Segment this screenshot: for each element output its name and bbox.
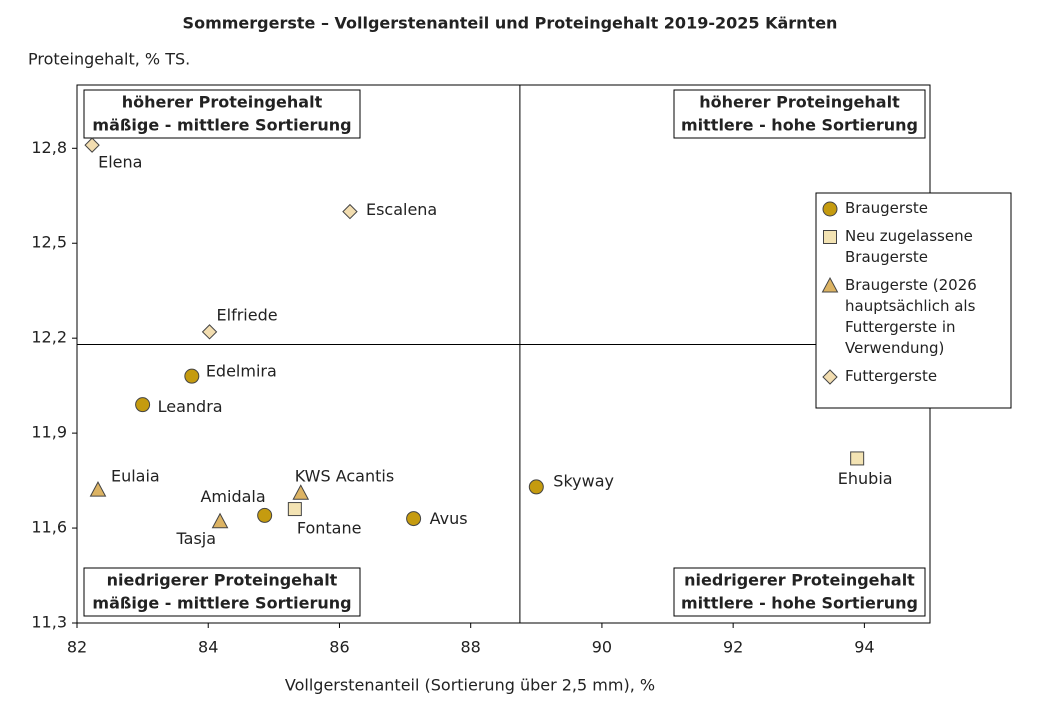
legend-item: Braugerste (2026 hauptsächlich als Futte…	[817, 275, 1009, 359]
point	[135, 397, 151, 413]
legend-marker	[821, 276, 839, 293]
x-tick-label: 94	[854, 638, 874, 657]
y-axis-title: Proteingehalt, % TS.	[28, 50, 190, 69]
point-label: Avus	[430, 509, 468, 528]
point	[292, 484, 310, 500]
y-tick-label: 12,2	[31, 328, 67, 347]
quadrant-box	[673, 567, 926, 617]
point	[823, 230, 837, 244]
quadrant-label: mittlere - hohe Sortierung	[681, 594, 918, 613]
legend-marker	[822, 201, 838, 217]
point	[84, 137, 100, 153]
point-label: Skyway	[553, 471, 614, 490]
point-label: Ehubia	[838, 469, 893, 488]
legend: Braugerste Neu zugelassene Braugerste Brau…	[817, 198, 1009, 387]
x-tick-label: 82	[67, 638, 87, 657]
point-label: KWS Acantis	[295, 467, 394, 486]
x-tick-label: 88	[461, 638, 481, 657]
point-label: Amidala	[200, 487, 265, 506]
quadrant-box	[673, 89, 926, 139]
legend: Braugerste Neu zugelassene Braugerste Brau…	[817, 198, 1009, 387]
x-axis-title: Vollgerstenanteil (Sortierung über 2,5 m…	[285, 676, 655, 695]
y-tick-label: 11,9	[31, 423, 67, 442]
point-label: Edelmira	[206, 362, 277, 381]
point	[406, 511, 422, 527]
point-label: Elena	[98, 153, 142, 172]
y-tick-label: 11,3	[31, 613, 67, 632]
y-tick-label: 12,5	[31, 233, 67, 252]
point	[89, 481, 107, 497]
legend-marker	[823, 230, 837, 244]
point	[211, 512, 229, 529]
quadrant-box	[83, 567, 361, 617]
chart-title: Sommergerste – Vollgerstenanteil und Pro…	[183, 14, 838, 33]
point	[184, 368, 200, 384]
legend-label: Braugerste (2026 hauptsächlich als Futte…	[845, 276, 977, 357]
point	[528, 479, 544, 495]
x-tick-label: 90	[592, 638, 612, 657]
point	[822, 201, 838, 217]
legend-item: Neu zugelassene Braugerste	[817, 226, 1009, 268]
legend-box	[815, 192, 1012, 409]
point-label: Escalena	[366, 200, 437, 219]
point	[822, 369, 838, 385]
legend-label: Braugerste	[845, 199, 928, 217]
legend-item: Futtergerste	[817, 366, 1009, 387]
quadrant-label: mäßige - mittlere Sortierung	[92, 116, 351, 135]
point	[201, 324, 218, 340]
quadrant-label: höherer Proteingehalt	[122, 93, 323, 112]
x-tick-label: 84	[198, 638, 218, 657]
legend-marker	[822, 369, 838, 385]
point	[342, 203, 358, 220]
point	[257, 507, 273, 523]
x-tick-label: 92	[723, 638, 743, 657]
point-label: Tasja	[176, 529, 217, 548]
point	[287, 502, 302, 517]
quadrant-label: niedrigerer Proteingehalt	[107, 571, 338, 590]
point-label: Elfriede	[217, 305, 278, 324]
point-label: Fontane	[297, 519, 362, 538]
legend-item: Braugerste	[817, 198, 1009, 219]
quadrant-box	[83, 89, 361, 139]
legend-label: Futtergerste	[845, 367, 938, 385]
quadrant-label: mittlere - hohe Sortierung	[681, 116, 918, 135]
quadrant-label: niedrigerer Proteingehalt	[684, 571, 915, 590]
point	[821, 276, 839, 293]
y-tick-label: 12,8	[31, 138, 67, 157]
point-label: Eulaia	[111, 467, 160, 486]
point	[850, 451, 865, 466]
quadrant-label: höherer Proteingehalt	[699, 93, 900, 112]
legend-label: Neu zugelassene Braugerste	[845, 227, 973, 266]
quadrant-label: mäßige - mittlere Sortierung	[92, 594, 351, 613]
x-tick-label: 86	[329, 638, 349, 657]
y-tick-label: 11,6	[31, 518, 67, 537]
point-label: Leandra	[158, 397, 223, 416]
